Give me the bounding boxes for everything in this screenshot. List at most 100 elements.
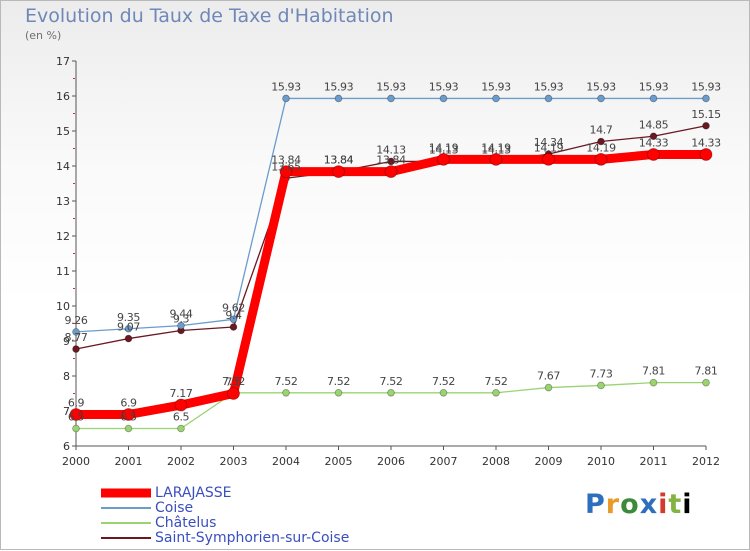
y-tick-label: 16 <box>56 90 70 103</box>
data-point <box>174 398 188 412</box>
data-label: 7.52 <box>485 375 508 388</box>
proxiti-logo: Proxiti <box>585 489 693 520</box>
data-label: 6.9 <box>68 397 85 410</box>
chart-subtitle: (en %) <box>25 29 62 42</box>
data-label: 7.81 <box>642 365 665 378</box>
data-point <box>649 378 658 387</box>
data-label: 15.93 <box>324 80 354 93</box>
data-point <box>542 152 555 166</box>
legend-item: LARAJASSE <box>101 484 349 501</box>
data-point <box>334 388 343 397</box>
legend-swatch <box>101 536 151 539</box>
x-tick-label: 2004 <box>272 455 300 468</box>
data-label: 7.17 <box>170 387 193 400</box>
data-point <box>122 408 135 421</box>
data-point <box>597 94 605 103</box>
data-label: 7.52 <box>432 375 455 388</box>
data-point <box>282 388 290 397</box>
legend-label: Saint-Symphorien-sur-Coise <box>155 529 350 546</box>
data-point <box>597 137 605 146</box>
data-point <box>649 132 658 141</box>
y-tick-label: 11 <box>56 265 70 278</box>
x-tick-label: 2003 <box>220 455 248 468</box>
data-point <box>334 94 343 103</box>
data-label: 9.3 <box>173 313 190 326</box>
data-label: 14.19 <box>586 141 616 154</box>
data-label: 15.93 <box>639 80 669 93</box>
data-point <box>387 157 395 166</box>
data-point <box>544 383 553 392</box>
data-label: 15.15 <box>691 108 721 121</box>
legend-label: LARAJASSE <box>155 484 232 501</box>
legend: LARAJASSE Coise Châtelus Saint-Symphorie… <box>101 484 350 546</box>
data-label: 14.33 <box>639 136 669 149</box>
data-label: 15.93 <box>271 80 301 93</box>
legend-swatch <box>101 506 151 509</box>
data-point <box>72 424 80 433</box>
data-label: 14.34 <box>534 136 564 149</box>
data-point <box>72 345 80 353</box>
y-tick-label: 8 <box>63 370 70 383</box>
data-point <box>647 148 660 161</box>
data-point <box>69 408 83 421</box>
data-label: 9.62 <box>222 301 245 314</box>
data-point <box>177 321 185 330</box>
data-label: 9.44 <box>170 308 193 321</box>
logo-letter: i <box>658 489 669 520</box>
data-point <box>492 388 500 397</box>
x-tick-label: 2007 <box>430 455 458 468</box>
x-tick-label: 2011 <box>640 455 668 468</box>
legend-label: Châtelus <box>155 514 217 531</box>
data-label: 14.13 <box>481 143 511 156</box>
data-label: 14.19 <box>534 141 564 154</box>
legend-swatch <box>101 488 151 497</box>
data-point <box>332 165 345 179</box>
data-label: 14.33 <box>691 136 721 149</box>
y-tick-label: 6 <box>63 440 70 453</box>
data-label: 6.9 <box>120 397 137 410</box>
data-label: 7.73 <box>590 367 613 380</box>
data-label: 9.26 <box>65 314 88 327</box>
data-label: 13.84 <box>271 154 301 167</box>
data-label: 7.52 <box>275 375 298 388</box>
logo-letter: r <box>605 489 621 520</box>
data-label: 8.77 <box>65 331 88 344</box>
x-tick-label: 2005 <box>325 455 353 468</box>
legend-item: Châtelus <box>101 514 349 531</box>
data-point <box>597 381 605 390</box>
data-point <box>387 94 395 103</box>
data-label: 6.5 <box>173 411 190 424</box>
data-label: 15.93 <box>481 80 511 93</box>
data-point <box>229 323 238 331</box>
x-tick-label: 2002 <box>167 455 195 468</box>
legend-item: Coise <box>101 500 349 516</box>
x-tick-label: 2009 <box>535 455 563 468</box>
data-label: 14.19 <box>481 141 511 154</box>
x-tick-label: 2010 <box>587 455 615 468</box>
data-label: 15.93 <box>376 80 406 93</box>
data-point <box>702 94 710 103</box>
data-point <box>72 328 80 336</box>
data-label: 13.84 <box>324 154 354 167</box>
data-point <box>124 334 133 343</box>
x-tick-label: 2012 <box>692 455 720 468</box>
y-tick-label: 10 <box>56 300 70 313</box>
logo-letter: o <box>620 489 640 520</box>
data-point <box>384 165 398 179</box>
data-point <box>594 152 608 166</box>
y-tick-label: 12 <box>56 230 70 243</box>
data-label: 13.84 <box>324 154 354 167</box>
data-label: 7.52 <box>222 375 245 388</box>
y-tick-label: 9 <box>63 335 70 348</box>
data-label: 6.5 <box>120 411 137 424</box>
logo-letter: P <box>585 489 606 520</box>
data-point <box>489 152 503 166</box>
data-point <box>702 378 710 387</box>
y-tick-label: 17 <box>56 55 70 68</box>
x-tick-label: 2000 <box>62 455 90 468</box>
data-label: 14.13 <box>429 143 459 156</box>
data-label: 7.52 <box>380 375 403 388</box>
chart-title: Evolution du Taux de Taxe d'Habitation <box>25 5 394 27</box>
